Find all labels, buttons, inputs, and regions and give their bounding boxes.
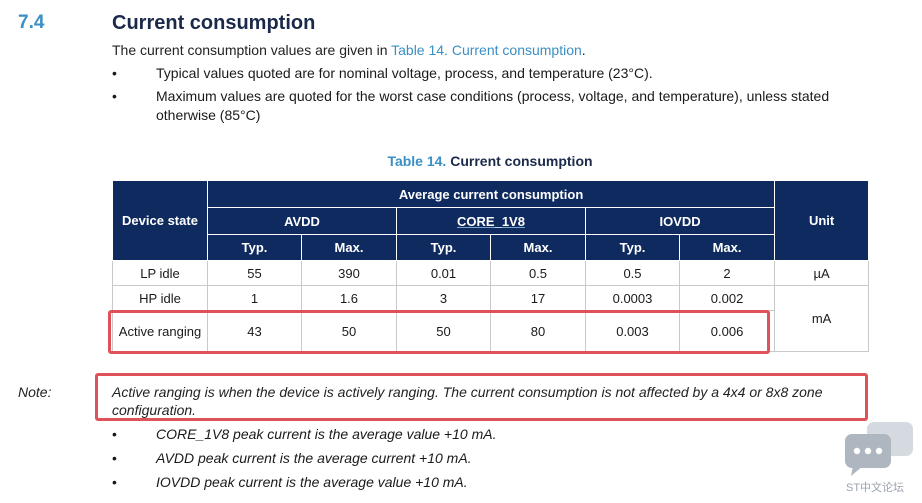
cell-avdd-typ: 55 xyxy=(207,260,302,286)
header-average-current: Average current consumption xyxy=(206,180,776,208)
header-core-typ: Typ. xyxy=(396,234,491,261)
table-row: HP idle 1 1.6 3 17 0.0003 0.002 mA xyxy=(112,285,870,352)
row-state: Active ranging xyxy=(112,310,208,352)
table-caption-title: Current consumption xyxy=(450,153,593,169)
bullet-marker: • xyxy=(112,88,117,104)
table-row: Active ranging 43 50 50 80 0.003 0.006 xyxy=(112,310,869,352)
list-item: • Maximum values are quoted for the worst… xyxy=(112,87,872,125)
header-core-1v8-label: CORE_1V8 xyxy=(457,213,525,229)
section-title: Current consumption xyxy=(112,12,316,34)
list-item: • AVDD peak current is the average curren… xyxy=(112,449,496,467)
row-state: LP idle xyxy=(112,260,208,286)
header-iovdd-typ: Typ. xyxy=(585,234,680,261)
bullet-marker: • xyxy=(112,450,117,466)
watermark-text: ST中文论坛 xyxy=(846,482,905,494)
highlight-box-active-ranging xyxy=(108,310,770,354)
header-avdd-typ: Typ. xyxy=(207,234,302,261)
bullet-marker: • xyxy=(112,474,117,490)
current-consumption-table: Device state Average current consumption… xyxy=(112,180,870,352)
header-avdd-max: Max. xyxy=(301,234,397,261)
note-list: • CORE_1V8 peak current is the average va… xyxy=(112,425,496,497)
bullet-text: AVDD peak current is the average current… xyxy=(156,450,472,466)
chat-bubble-icon xyxy=(845,422,913,476)
cell-core-max: 17 xyxy=(490,285,586,311)
cell-iovdd-typ: 0.0003 xyxy=(585,285,680,311)
cell-unit: µA xyxy=(774,260,870,286)
cell-iovdd-typ: 0.003 xyxy=(585,310,680,352)
cell-core-typ: 0.01 xyxy=(396,260,491,286)
section-number: 7.4 xyxy=(18,12,45,33)
cell-avdd-max: 1.6 xyxy=(301,285,397,311)
cell-avdd-typ: 1 xyxy=(207,285,302,311)
header-avdd: AVDD xyxy=(207,207,397,235)
bullet-text: Typical values quoted are for nominal vo… xyxy=(156,65,653,81)
cell-iovdd-max: 0.002 xyxy=(678,285,776,311)
list-item: • CORE_1V8 peak current is the average va… xyxy=(112,425,496,443)
table-row: LP idle 55 390 0.01 0.5 0.5 2 µA xyxy=(112,260,870,286)
cell-core-typ: 3 xyxy=(396,285,491,311)
table-caption: Table 14. Current consumption xyxy=(112,153,868,169)
cell-avdd-max: 50 xyxy=(301,310,397,352)
intro-prefix: The current consumption values are given… xyxy=(112,42,392,58)
header-core-max: Max. xyxy=(490,234,586,261)
bullet-text: CORE_1V8 peak current is the average val… xyxy=(156,426,497,442)
cell-unit: mA xyxy=(774,285,870,352)
table-reference-link[interactable]: Table 14. Current consumption xyxy=(391,42,582,58)
header-iovdd: IOVDD xyxy=(584,207,776,235)
cell-core-max: 0.5 xyxy=(490,260,586,286)
bullet-text: Maximum values are quoted for the worst … xyxy=(156,88,830,123)
row-state: HP idle xyxy=(112,285,208,311)
list-item: • Typical values quoted are for nominal v… xyxy=(112,64,872,83)
cell-iovdd-max: 2 xyxy=(678,260,776,286)
header-iovdd-max: Max. xyxy=(678,234,776,261)
highlight-box-note xyxy=(95,373,868,421)
bullet-text: IOVDD peak current is the average value … xyxy=(156,474,468,490)
intro-suffix: . xyxy=(581,42,586,58)
header-unit: Unit xyxy=(774,180,870,261)
intro-paragraph: The current consumption values are given… xyxy=(112,42,586,58)
note-text: Active ranging is when the device is act… xyxy=(112,384,823,418)
header-core-1v8: CORE_1V8 xyxy=(396,207,586,235)
table-caption-number: Table 14. xyxy=(387,153,447,169)
bullet-marker: • xyxy=(112,65,117,81)
cell-iovdd-max: 0.006 xyxy=(678,310,776,352)
note-label: Note: xyxy=(18,384,52,400)
header-device-state: Device state xyxy=(112,180,208,261)
list-item: • IOVDD peak current is the average value… xyxy=(112,473,496,491)
cell-avdd-max: 390 xyxy=(301,260,397,286)
conditions-list: • Typical values quoted are for nominal v… xyxy=(112,64,872,129)
bullet-marker: • xyxy=(112,426,117,442)
cell-iovdd-typ: 0.5 xyxy=(585,260,680,286)
